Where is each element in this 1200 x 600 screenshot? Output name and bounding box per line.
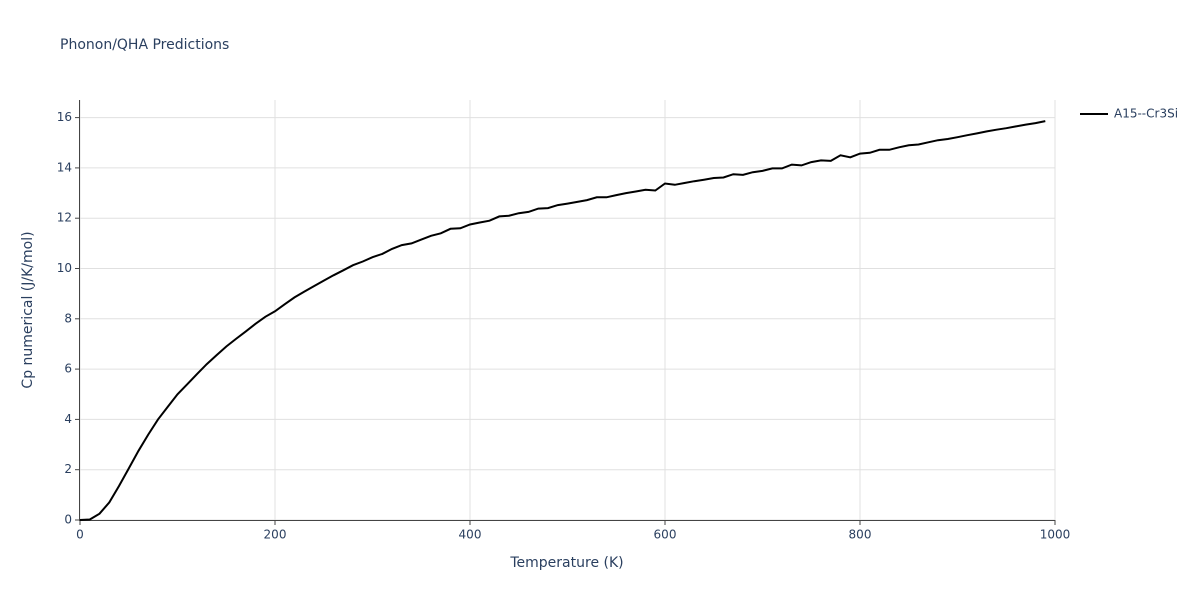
y-tick-label: 16 bbox=[57, 110, 72, 124]
data-line bbox=[79, 120, 1046, 521]
y-axis-title: Cp numerical (J/K/mol) bbox=[20, 231, 36, 388]
x-tick-label: 600 bbox=[654, 528, 677, 542]
chart-title: Phonon/QHA Predictions bbox=[60, 37, 229, 53]
y-tick-label: 14 bbox=[57, 160, 72, 174]
y-tick-label: 4 bbox=[64, 412, 72, 426]
x-tick-label: 800 bbox=[849, 528, 872, 542]
y-tick-label: 12 bbox=[57, 211, 72, 225]
x-tick-label: 400 bbox=[459, 528, 482, 542]
legend-label: A15--Cr3Si bbox=[1114, 107, 1178, 121]
y-tick-label: 8 bbox=[64, 311, 72, 325]
y-tick-label: 10 bbox=[57, 261, 72, 275]
x-tick-label: 200 bbox=[264, 528, 287, 542]
y-tick-label: 0 bbox=[64, 513, 72, 527]
x-tick-label: 0 bbox=[76, 528, 84, 542]
y-tick-label: 6 bbox=[64, 362, 72, 376]
grid bbox=[79, 100, 1056, 521]
x-axis-title: Temperature (K) bbox=[509, 555, 623, 571]
x-tick-label: 1000 bbox=[1040, 528, 1071, 542]
y-tick-label: 2 bbox=[64, 462, 72, 476]
